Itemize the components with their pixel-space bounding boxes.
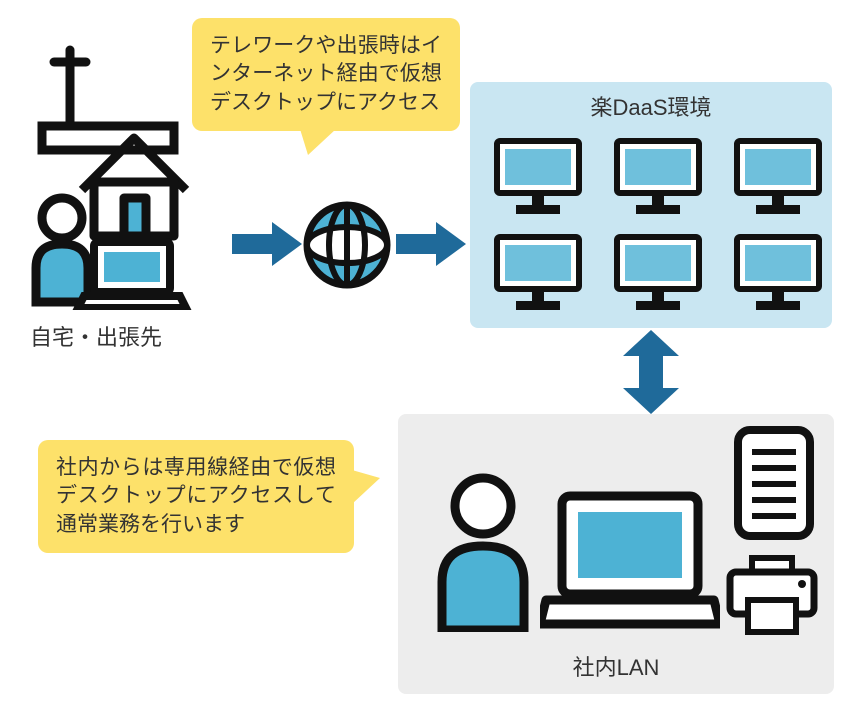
daas-title: 楽DaaS環境 <box>470 90 832 122</box>
monitor-icon <box>612 232 704 316</box>
monitor-icon <box>492 136 584 220</box>
monitor-icon <box>732 136 824 220</box>
arrow-updown-icon <box>623 330 679 419</box>
lan-title: 社内LAN <box>398 650 834 682</box>
callout-remote-text: テレワークや出張時はインターネット経由で仮想デスクトップにアクセス <box>210 34 442 114</box>
arrow-right-icon <box>232 222 302 271</box>
callout-tail-icon <box>352 470 380 504</box>
laptop-icon <box>540 488 720 637</box>
monitor-icon <box>612 136 704 220</box>
monitor-icon <box>492 232 584 316</box>
daas-env-box: 楽DaaS環境 <box>470 82 832 328</box>
callout-remote: テレワークや出張時はインターネット経由で仮想デスクトップにアクセス <box>192 18 460 131</box>
callout-onprem: 社内からは専用線経由で仮想デスクトップにアクセスして通常業務を行います <box>38 440 354 553</box>
monitor-icon <box>732 232 824 316</box>
printer-icon <box>724 552 820 643</box>
globe-icon <box>302 200 392 295</box>
callout-tail-icon <box>300 129 336 155</box>
home-cluster <box>24 40 204 310</box>
arrow-right2-icon <box>396 222 466 271</box>
lan-env-box: 社内LAN <box>398 414 834 694</box>
callout-onprem-text: 社内からは専用線経由で仮想デスクトップにアクセスして通常業務を行います <box>56 456 336 536</box>
server-icon <box>732 424 816 547</box>
label-home: 自宅・出張先 <box>30 320 162 352</box>
person-icon <box>428 472 538 637</box>
